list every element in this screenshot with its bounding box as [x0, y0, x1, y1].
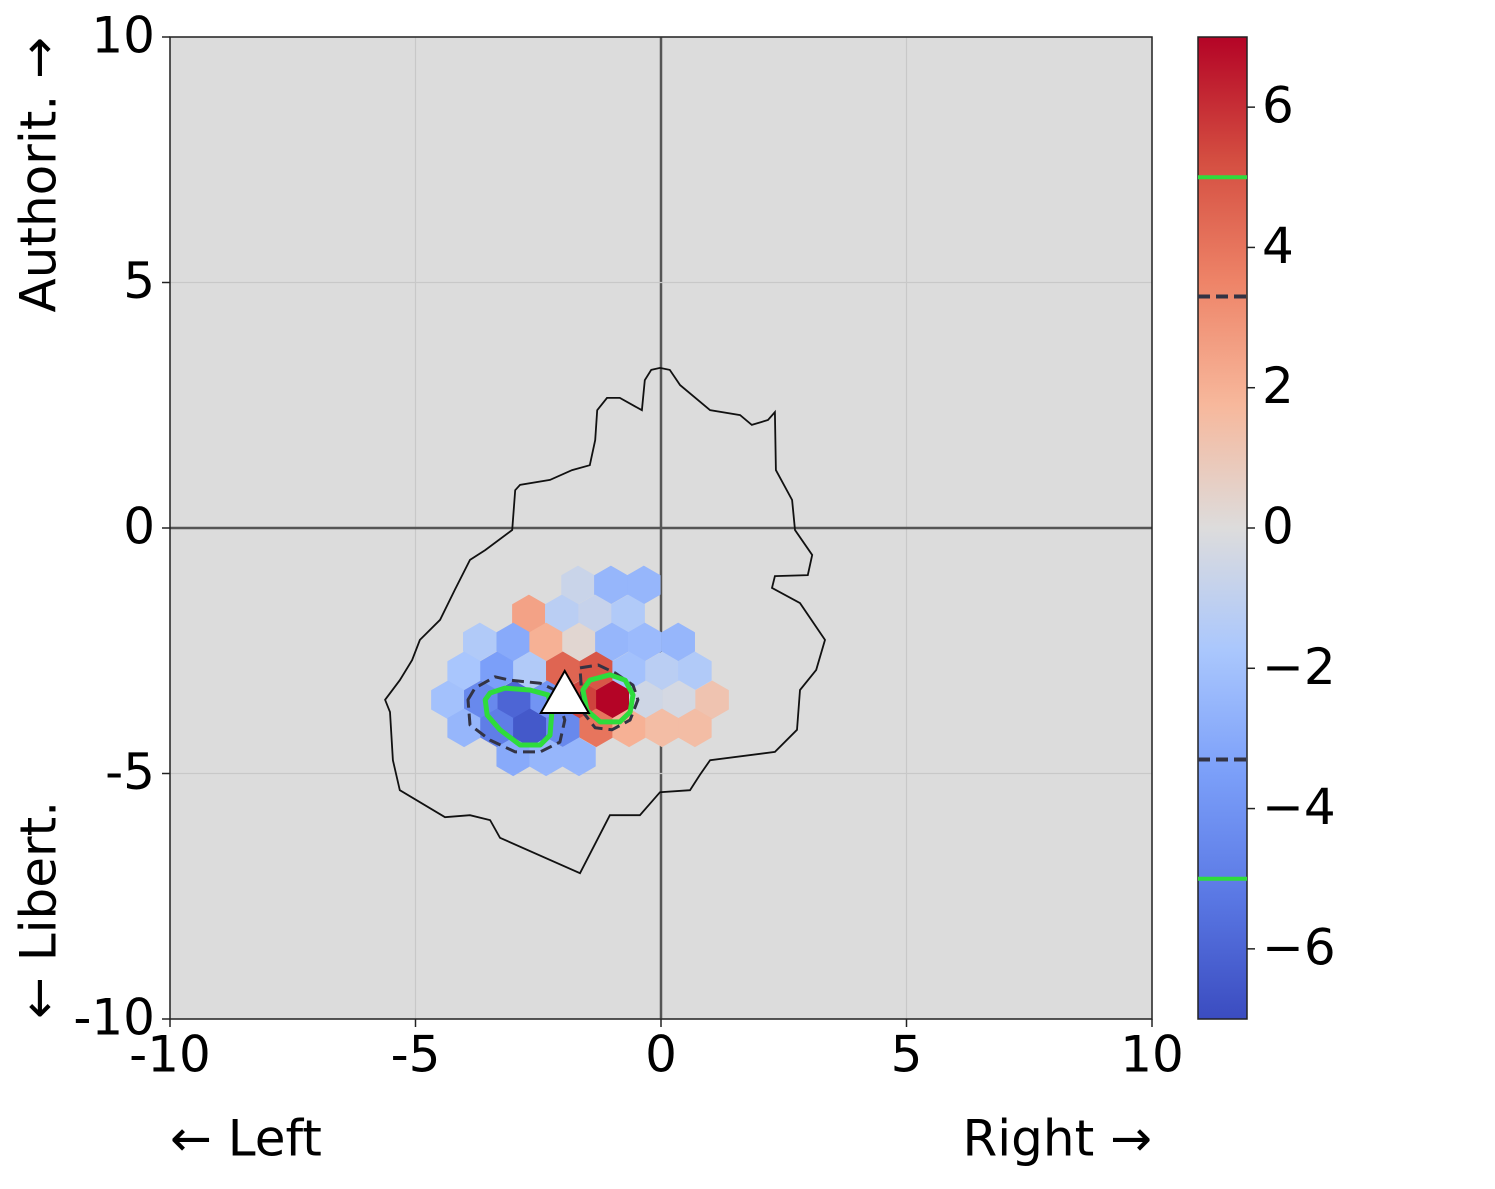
x-tick-label: -5 [391, 1026, 441, 1084]
contour [466, 675, 567, 754]
y-tick-label: 5 [123, 252, 155, 310]
marker [539, 668, 591, 714]
colorbar-tick-label: −4 [1262, 778, 1336, 836]
y-label-top: Authorit. → [10, 37, 68, 313]
colorbar-ticks: −6 −4 −2 0 2 4 6 [1198, 77, 1336, 976]
contour [578, 663, 640, 732]
x-tick-label: 0 [645, 1026, 677, 1084]
y-tick-label: 10 [91, 7, 155, 65]
colorbar [1197, 36, 1248, 1020]
x-tick-label: -10 [129, 1026, 211, 1084]
contour [482, 685, 555, 748]
colorbar-tick-label: −6 [1262, 918, 1336, 976]
x-label-right: Right → [963, 1110, 1152, 1168]
colorbar-tick-label: 4 [1262, 217, 1294, 275]
x-tick-label: 5 [891, 1026, 923, 1084]
hexbin [678, 708, 712, 748]
y-tick-label: -10 [73, 989, 155, 1047]
hexbin [695, 680, 729, 720]
y-label-bottom: ← Libert. [10, 801, 68, 1019]
colorbar-tick-label: 2 [1262, 357, 1294, 415]
hexbin [562, 737, 596, 777]
ticks: -10 -5 0 5 10 -10 -5 0 5 10 [73, 7, 1183, 1084]
x-tick-label: 10 [1120, 1026, 1184, 1084]
x-label-left: ← Left [170, 1110, 322, 1168]
colorbar-tick-label: 6 [1262, 77, 1294, 135]
y-tick-label: 0 [123, 498, 155, 556]
y-tick-label: -5 [105, 743, 155, 801]
contours [384, 366, 826, 875]
contour [580, 672, 636, 725]
outline [384, 366, 826, 875]
colorbar-tick-label: −2 [1262, 638, 1336, 696]
colorbar-tick-label: 0 [1262, 498, 1294, 556]
